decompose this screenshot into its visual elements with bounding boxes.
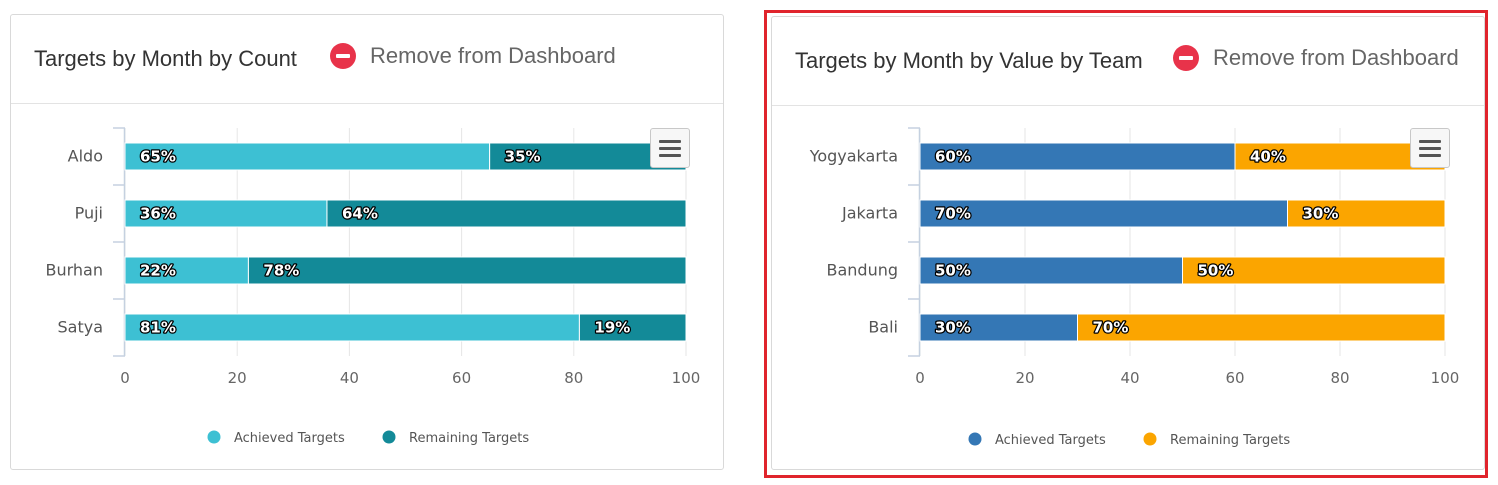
x-tick-label: 100 [1431, 369, 1460, 387]
data-label: 40% [1250, 148, 1286, 166]
bar-segment [1182, 256, 1446, 285]
legend-marker [1143, 432, 1157, 446]
bar-segment [578, 313, 687, 342]
data-label: 50% [1198, 262, 1234, 280]
data-label: 19% [594, 319, 630, 337]
card-header: Targets by Month by Count Remove from Da… [11, 15, 723, 104]
y-category-label: Puji [75, 204, 103, 223]
card-header: Targets by Month by Value by Team Remove… [772, 17, 1484, 106]
bar-segment [124, 256, 249, 285]
legend-label: Remaining Targets [409, 431, 529, 446]
y-category-label: Bali [868, 318, 898, 337]
hamburger-line [659, 140, 681, 143]
legend-label: Achieved Targets [995, 433, 1106, 448]
x-tick-label: 20 [1015, 369, 1034, 387]
chart-card-value-by-team: Targets by Month by Value by Team Remove… [771, 16, 1485, 470]
x-tick-label: 20 [228, 369, 247, 387]
x-tick-label: 80 [1330, 369, 1349, 387]
data-label: 35% [505, 148, 541, 166]
data-label: 65% [140, 148, 176, 166]
data-label: 30% [935, 319, 971, 337]
remove-from-dashboard-button[interactable]: Remove from Dashboard [1173, 45, 1459, 71]
bar-segment [919, 256, 1183, 285]
minus-circle-icon [1173, 45, 1199, 71]
bar-chart: 0 20 40 60 80 100 Yogyakarta 60% 40% Jakarta 70% 30… [809, 127, 1460, 448]
bar-segment [124, 142, 491, 171]
data-label: 50% [935, 262, 971, 280]
x-tick-label: 100 [672, 369, 701, 387]
remove-label: Remove from Dashboard [1213, 45, 1459, 70]
x-tick-label: 60 [1225, 369, 1244, 387]
card-title: Targets by Month by Value by Team [795, 48, 1143, 73]
minus-circle-icon [330, 43, 356, 69]
bar-segment [326, 199, 687, 228]
data-label: 70% [935, 205, 971, 223]
remove-from-dashboard-button[interactable]: Remove from Dashboard [330, 43, 616, 69]
legend-marker [968, 432, 982, 446]
x-tick-label: 0 [915, 369, 925, 387]
bar-segment [1077, 313, 1446, 342]
bar-segment [919, 313, 1078, 342]
legend-label: Remaining Targets [1170, 433, 1290, 448]
chart-menu-button[interactable] [1410, 128, 1450, 168]
x-tick-label: 60 [452, 369, 471, 387]
data-label: 64% [342, 205, 378, 223]
data-label: 30% [1303, 205, 1339, 223]
y-category-label: Satya [57, 318, 103, 337]
x-tick-label: 80 [564, 369, 583, 387]
x-tick-label: 0 [120, 369, 130, 387]
data-label: 60% [935, 148, 971, 166]
y-category-label: Burhan [46, 261, 104, 280]
y-category-label: Bandung [826, 261, 898, 280]
card-title: Targets by Month by Count [34, 46, 297, 71]
legend-marker [207, 430, 221, 444]
data-label: 78% [263, 262, 299, 280]
hamburger-line [659, 154, 681, 157]
data-label: 81% [140, 319, 176, 337]
x-tick-label: 40 [1120, 369, 1139, 387]
bar-segment [919, 199, 1288, 228]
x-tick-label: 40 [340, 369, 359, 387]
y-category-label: Aldo [68, 147, 103, 166]
y-category-label: Jakarta [841, 204, 898, 223]
hamburger-line [1419, 154, 1441, 157]
hamburger-line [659, 147, 681, 150]
remove-label: Remove from Dashboard [370, 43, 616, 68]
bar-segment [1287, 199, 1446, 228]
legend-label: Achieved Targets [234, 431, 345, 446]
data-label: 22% [140, 262, 176, 280]
y-category-label: Yogyakarta [809, 147, 898, 166]
hamburger-line [1419, 147, 1441, 150]
chart-menu-button[interactable] [650, 128, 690, 168]
data-label: 70% [1093, 319, 1129, 337]
bar-segment [124, 313, 580, 342]
bar-chart: 0 20 40 60 80 100 Aldo 65% 35% Puji 36% 64% Burhan 22… [46, 127, 701, 446]
bar-segment [124, 199, 328, 228]
bar-segment [247, 256, 687, 285]
chart-card-count: Targets by Month by Count Remove from Da… [10, 14, 724, 470]
hamburger-line [1419, 140, 1441, 143]
legend-marker [382, 430, 396, 444]
data-label: 36% [140, 205, 176, 223]
